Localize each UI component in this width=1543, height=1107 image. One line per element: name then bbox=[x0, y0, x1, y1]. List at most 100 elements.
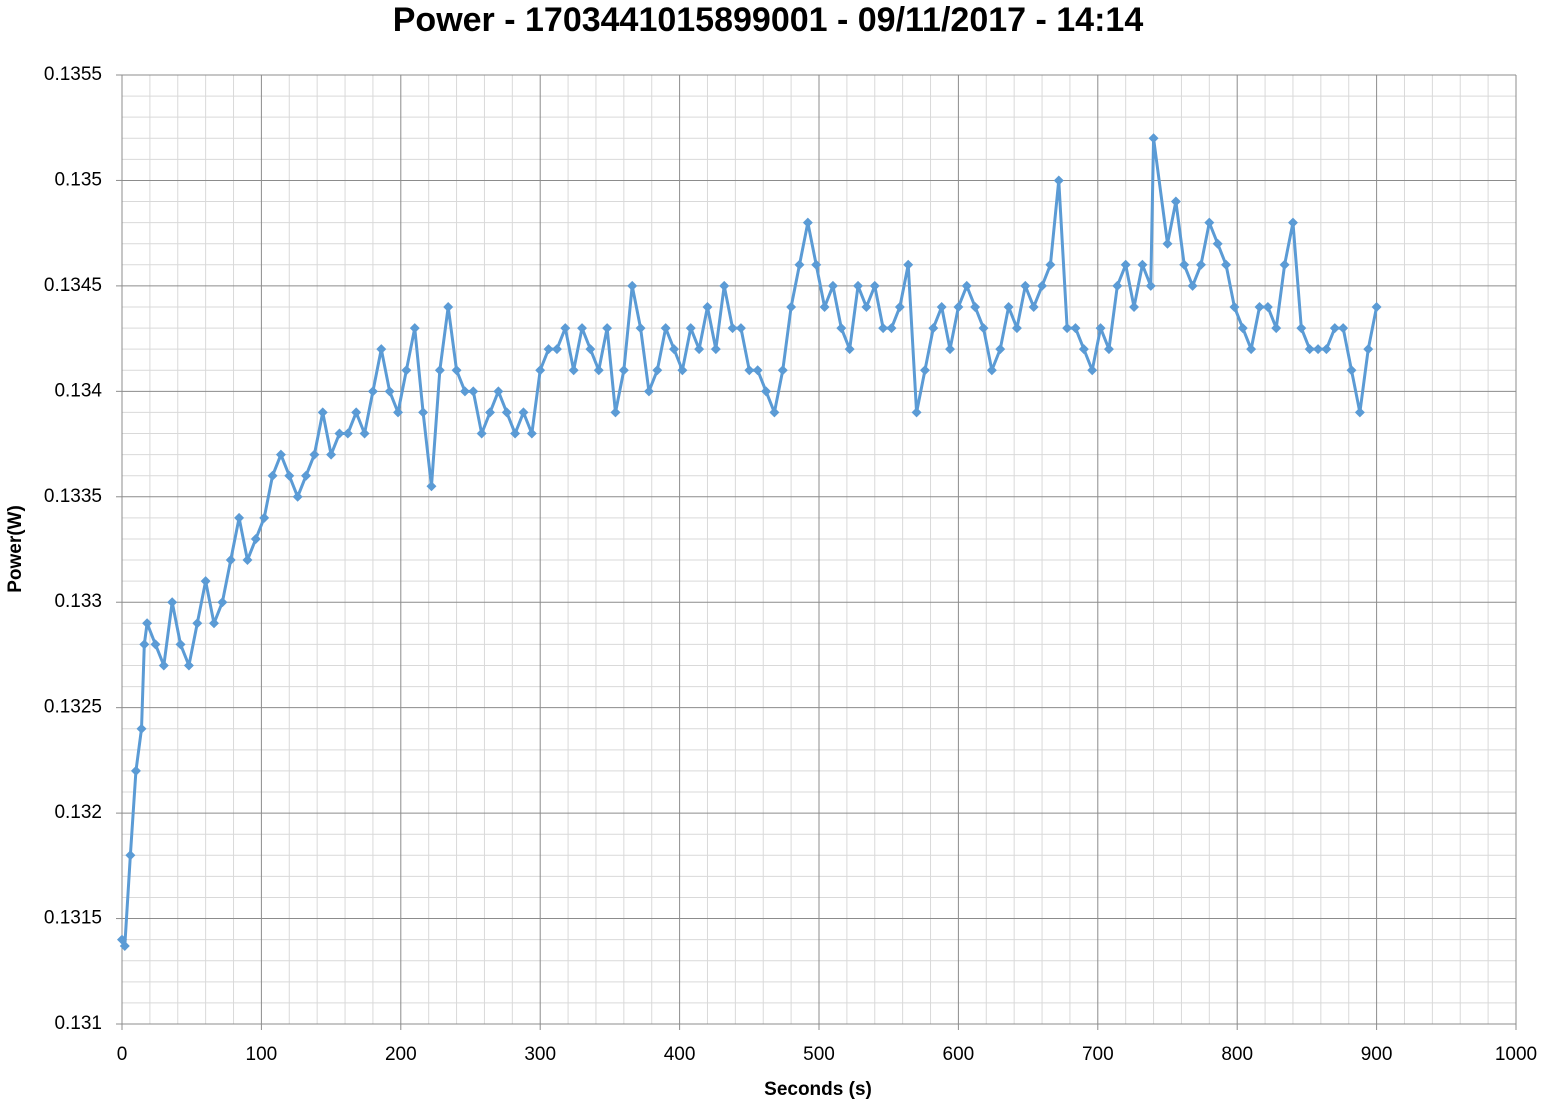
data-point bbox=[1187, 280, 1198, 291]
data-point bbox=[119, 940, 130, 951]
y-tick-label: 0.1335 bbox=[44, 486, 102, 507]
x-tick-label: 600 bbox=[943, 1044, 975, 1065]
data-point bbox=[911, 407, 922, 418]
data-point bbox=[652, 365, 663, 376]
y-tick-label: 0.1355 bbox=[44, 64, 102, 85]
x-tick-label: 1000 bbox=[1495, 1044, 1537, 1065]
data-point bbox=[819, 301, 830, 312]
data-point bbox=[719, 280, 730, 291]
data-point bbox=[130, 765, 141, 776]
data-point bbox=[752, 365, 763, 376]
data-point bbox=[401, 365, 412, 376]
data-point bbox=[593, 365, 604, 376]
x-tick-label: 100 bbox=[246, 1044, 278, 1065]
data-point bbox=[1020, 280, 1031, 291]
data-point bbox=[627, 280, 638, 291]
data-point bbox=[761, 386, 772, 397]
x-axis-title: Seconds (s) bbox=[764, 1079, 872, 1100]
data-point bbox=[1221, 259, 1232, 270]
data-point bbox=[1229, 301, 1240, 312]
data-point bbox=[727, 323, 738, 334]
data-point bbox=[786, 301, 797, 312]
data-point bbox=[217, 597, 228, 608]
data-point bbox=[1338, 323, 1349, 334]
data-point bbox=[351, 407, 362, 418]
x-tick-label: 800 bbox=[1221, 1044, 1253, 1065]
data-point bbox=[485, 407, 496, 418]
data-point bbox=[1346, 365, 1357, 376]
y-tick-label: 0.133 bbox=[54, 591, 102, 612]
y-tick-label: 0.131 bbox=[54, 1013, 102, 1034]
data-point bbox=[1179, 259, 1190, 270]
x-tick-label: 700 bbox=[1082, 1044, 1114, 1065]
data-point bbox=[1028, 301, 1039, 312]
data-point bbox=[618, 365, 629, 376]
data-point bbox=[643, 386, 654, 397]
data-point bbox=[551, 344, 562, 355]
data-point bbox=[1070, 323, 1081, 334]
data-point bbox=[777, 365, 788, 376]
data-point bbox=[811, 259, 822, 270]
data-point bbox=[878, 323, 889, 334]
data-point bbox=[1371, 301, 1382, 312]
data-point bbox=[836, 323, 847, 334]
data-point bbox=[1304, 344, 1315, 355]
data-point bbox=[1321, 344, 1332, 355]
data-point bbox=[468, 386, 479, 397]
data-point bbox=[1103, 344, 1114, 355]
y-tick-label: 0.134 bbox=[54, 380, 102, 401]
x-tick-label: 200 bbox=[385, 1044, 417, 1065]
data-point bbox=[1237, 323, 1248, 334]
data-point bbox=[1246, 344, 1257, 355]
data-point bbox=[1037, 280, 1048, 291]
data-point bbox=[1262, 301, 1273, 312]
data-point bbox=[317, 407, 328, 418]
data-point bbox=[183, 660, 194, 671]
data-point bbox=[200, 576, 211, 587]
data-point bbox=[861, 301, 872, 312]
data-point bbox=[209, 618, 220, 629]
data-point bbox=[267, 470, 278, 481]
data-point bbox=[284, 470, 295, 481]
data-point bbox=[334, 428, 345, 439]
data-point bbox=[1053, 175, 1064, 186]
data-point bbox=[602, 323, 613, 334]
data-point bbox=[635, 323, 646, 334]
data-point bbox=[1329, 323, 1340, 334]
data-point bbox=[844, 344, 855, 355]
data-point bbox=[735, 323, 746, 334]
data-point bbox=[744, 365, 755, 376]
data-point bbox=[928, 323, 939, 334]
data-point bbox=[1204, 217, 1215, 228]
data-point bbox=[426, 481, 437, 492]
data-point bbox=[970, 301, 981, 312]
data-point bbox=[1296, 323, 1307, 334]
data-point bbox=[167, 597, 178, 608]
data-point bbox=[1354, 407, 1365, 418]
data-point bbox=[301, 470, 312, 481]
data-point bbox=[585, 344, 596, 355]
chart-title: Power - 1703441015899001 - 09/11/2017 - … bbox=[393, 1, 1144, 39]
data-point bbox=[685, 323, 696, 334]
data-point bbox=[292, 491, 303, 502]
data-point bbox=[250, 533, 261, 544]
data-point bbox=[1195, 259, 1206, 270]
data-point bbox=[894, 301, 905, 312]
data-point bbox=[225, 555, 236, 566]
data-point bbox=[694, 344, 705, 355]
data-point bbox=[139, 639, 150, 650]
data-point bbox=[1129, 301, 1140, 312]
data-point bbox=[986, 365, 997, 376]
data-point bbox=[384, 386, 395, 397]
data-point bbox=[702, 301, 713, 312]
x-tick-label: 400 bbox=[664, 1044, 696, 1065]
data-line bbox=[120, 136, 1379, 948]
data-point bbox=[1095, 323, 1106, 334]
y-tick-label: 0.132 bbox=[54, 802, 102, 823]
data-point bbox=[827, 280, 838, 291]
data-point bbox=[945, 344, 956, 355]
data-point bbox=[136, 723, 147, 734]
data-point bbox=[393, 407, 404, 418]
data-point bbox=[1254, 301, 1265, 312]
